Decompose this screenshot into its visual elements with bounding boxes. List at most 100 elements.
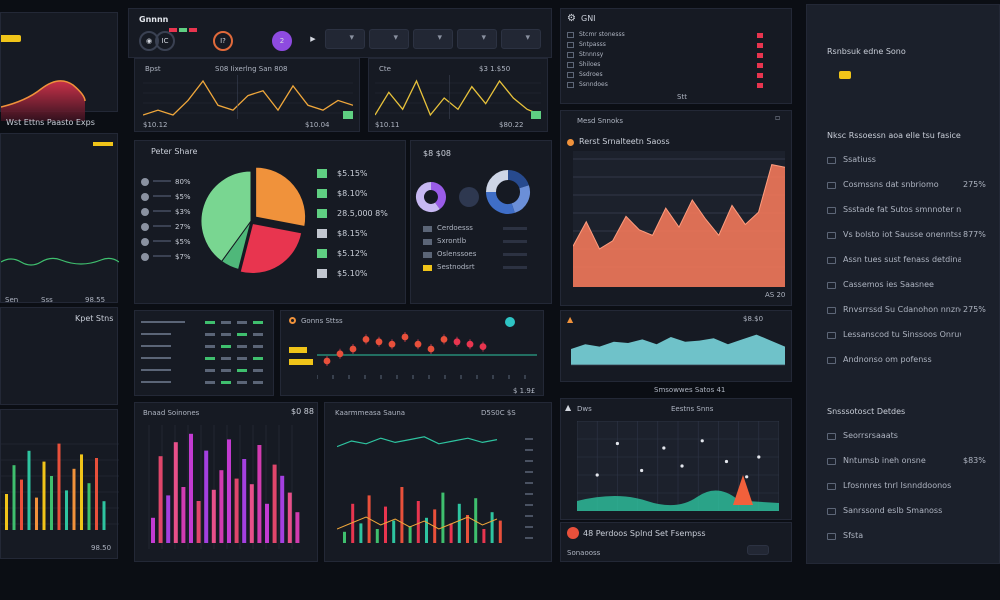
- alert-marker: [757, 53, 763, 58]
- sidebar-item-value: 275%: [963, 305, 986, 314]
- item-icon: [827, 207, 836, 214]
- scatter-peak: [733, 475, 753, 505]
- legend-swatch: [423, 252, 432, 258]
- list-icon: [567, 72, 574, 78]
- left-accent-bar: [1, 35, 21, 42]
- sidebar-item[interactable]: Cosmssns dat snbriomo 275%: [807, 174, 1000, 199]
- toolbar-dropdown-3[interactable]: ▾: [413, 29, 453, 49]
- dot-point: [414, 340, 422, 348]
- trend-line: [337, 436, 498, 448]
- gear-icon: ⚙: [567, 13, 576, 24]
- cell-value: [221, 321, 231, 324]
- donut-panel-title: $8 $08: [423, 149, 451, 158]
- sidebar-item-label: Lfosnnres tnrl Isnnddoonos: [843, 481, 952, 490]
- donut-segment-3: [486, 170, 509, 193]
- cell-value: [253, 345, 263, 348]
- list-item[interactable]: Stcmr stonesss: [567, 31, 787, 41]
- row-bar: [153, 240, 171, 242]
- sidebar-item[interactable]: Lessanscod tu Sinssoos Onruwofoss: [807, 324, 1000, 349]
- bar: [5, 494, 8, 530]
- sidebar-item[interactable]: Cassemos ies Saasnee: [807, 274, 1000, 299]
- sidebar-item[interactable]: Seorrsrsaaats: [807, 425, 1000, 450]
- left-panel-top: [0, 12, 118, 121]
- teal-dot-icon[interactable]: [505, 317, 515, 327]
- scatter-point: [640, 468, 644, 473]
- pie-slice-3: [200, 170, 252, 263]
- chevron-down-icon: ▾: [349, 33, 354, 43]
- toolbar-title: Gnnnn: [139, 15, 169, 24]
- pie-value: $5.15%: [337, 169, 368, 178]
- list-item[interactable]: Ssdroes: [567, 71, 787, 81]
- sidebar-item[interactable]: Lfosnnres tnrl Isnnddoonos: [807, 475, 1000, 500]
- scatter-panel: ▲ Dws Eestns Snns: [560, 398, 792, 520]
- line-chart-2-title: Cte: [379, 65, 391, 73]
- pie-value-row: $5.10%: [317, 265, 405, 285]
- dot-point: [479, 343, 487, 350]
- table-row: [141, 341, 271, 353]
- sidebar-item[interactable]: Nntumsb ineh onsne $83%: [807, 450, 1000, 475]
- sidebar-item-label: Lessanscod tu Sinssoos Onruwofoss: [843, 330, 961, 339]
- pie-side-row: 27%: [139, 220, 199, 235]
- donut-legend-row: Sxrontlb: [423, 236, 549, 249]
- sidebar-item[interactable]: Rnvsrrssd Su Cdanohon nnzndsriy275%: [807, 299, 1000, 324]
- end-marker: [531, 111, 541, 119]
- bar: [425, 517, 428, 543]
- sidebar-item[interactable]: Sanrssond eslb Smanoss: [807, 500, 1000, 525]
- badge-icon: [839, 71, 851, 79]
- dot-point: [453, 338, 461, 346]
- cell-value: [253, 357, 263, 360]
- green-table: [141, 317, 271, 389]
- list-item[interactable]: Ssnndoes: [567, 81, 787, 91]
- half-circle-icon: [141, 253, 149, 261]
- sidebar-item[interactable]: Ssstade fat Sutos smnnoter nun: [807, 199, 1000, 224]
- list-item-label: Ssnndoes: [579, 81, 608, 88]
- yellow-bar: [289, 347, 307, 353]
- toolbar-dropdown-5[interactable]: ▾: [501, 29, 541, 49]
- toolbar-circle-3[interactable]: I?: [213, 31, 233, 51]
- dot-point: [375, 338, 383, 346]
- donut-legend-row: Cerdoesss: [423, 223, 549, 236]
- row-bar: [153, 255, 171, 257]
- list-item[interactable]: Sntpasss: [567, 41, 787, 51]
- toolbar-circle-4[interactable]: 2: [272, 31, 292, 51]
- sidebar-item[interactable]: Sfsta: [807, 525, 1000, 550]
- sidebar-item[interactable]: Andnonso om pofenss: [807, 349, 1000, 374]
- line-chart-2-x-left: $10.11: [375, 121, 400, 129]
- left-panel-list: Sen Sss 98.55: [0, 133, 119, 304]
- scatter-title: Dws: [577, 405, 592, 413]
- bar: [189, 433, 193, 543]
- series-line: [143, 79, 353, 116]
- sidebar-item[interactable]: Vs bolsto iot Sausse onenntsssre877%: [807, 224, 1000, 249]
- toolbar-dropdown-2[interactable]: ▾: [369, 29, 409, 49]
- item-icon: [827, 182, 836, 189]
- line-chart-1-header: S08 Iixerlng San 808: [215, 65, 288, 73]
- bar: [280, 475, 285, 543]
- sidebar-item[interactable]: Assn tues sust fenass detdinares: [807, 249, 1000, 274]
- list-item[interactable]: Shiloes: [567, 61, 787, 71]
- table-panel: [134, 310, 274, 396]
- toolbar-circle-2[interactable]: IC: [155, 31, 175, 51]
- bar: [173, 442, 178, 543]
- toolbar-dropdown-1[interactable]: ▾: [325, 29, 365, 49]
- bar: [204, 450, 209, 543]
- cell-label: [141, 321, 185, 323]
- top-toolbar: Gnnnn ◉ IC I? 2 ▶ ▾ ▾ ▾ ▾ ▾: [128, 8, 552, 58]
- bar: [295, 512, 300, 543]
- sidebar-item-value: 877%: [963, 230, 986, 239]
- line-chart-2: [375, 75, 541, 119]
- item-icon: [827, 157, 836, 164]
- toolbar-dropdown-4[interactable]: ▾: [457, 29, 497, 49]
- bar: [166, 495, 171, 543]
- sidebar-item[interactable]: Ssatiuss: [807, 149, 1000, 174]
- toolbar-circle-5[interactable]: ▶: [303, 31, 323, 51]
- dot-point: [440, 336, 448, 343]
- alert-marker: [757, 43, 763, 48]
- area-chart-1-close-icon[interactable]: ▫: [775, 113, 781, 122]
- scatter-right-title: Eestns Snns: [671, 405, 714, 413]
- line-chart-1-x-right: $10.04: [305, 121, 330, 129]
- list-item[interactable]: Stnnnsy: [567, 51, 787, 61]
- bar: [227, 439, 231, 543]
- footer-button[interactable]: [747, 545, 769, 555]
- left-bottom-value: 98.50: [91, 544, 112, 552]
- bar: [441, 492, 445, 543]
